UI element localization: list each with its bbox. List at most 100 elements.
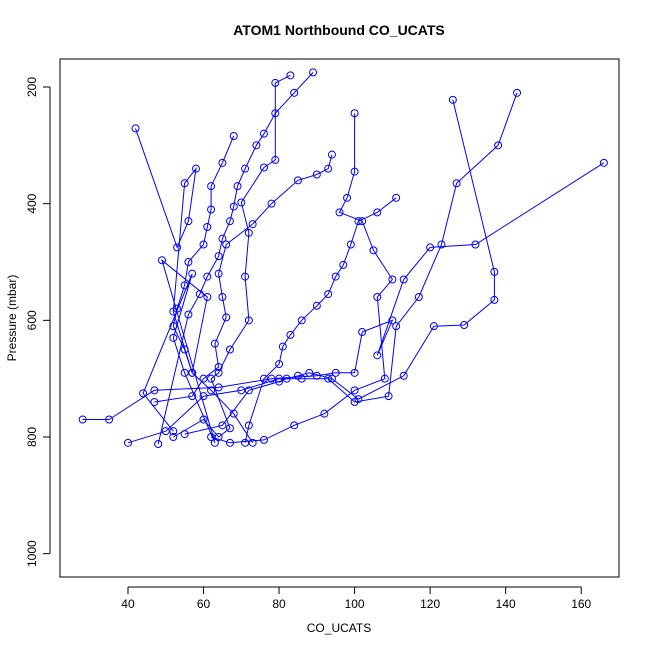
data-point	[324, 164, 333, 173]
data-point	[199, 392, 208, 401]
series-line	[127, 92, 518, 444]
data-point	[218, 293, 227, 301]
data-point	[460, 321, 469, 329]
data-point	[214, 368, 223, 377]
y-tick-label: 200	[25, 77, 39, 97]
data-point	[214, 363, 223, 371]
data-point	[161, 427, 170, 436]
data-point	[241, 272, 250, 281]
x-tick-label: 40	[121, 597, 135, 611]
data-point	[312, 170, 321, 179]
series-line	[154, 154, 333, 403]
data-point	[203, 223, 212, 231]
series-line	[135, 128, 216, 443]
data-point	[214, 433, 223, 441]
data-point	[452, 179, 461, 188]
x-tick-label: 160	[571, 597, 591, 611]
data-point	[290, 88, 299, 97]
data-point	[222, 313, 231, 322]
data-point	[309, 68, 318, 77]
data-point	[354, 395, 363, 404]
y-axis-label: Pressure (mbar)	[5, 275, 19, 362]
data-point	[169, 333, 178, 342]
profile-series	[180, 95, 499, 439]
data-point	[513, 88, 522, 97]
data-point	[388, 275, 397, 284]
data-point	[195, 290, 204, 299]
data-point	[286, 330, 295, 339]
profile-series	[207, 109, 397, 447]
data-point	[290, 421, 299, 430]
data-point	[399, 275, 408, 284]
data-point	[267, 374, 276, 383]
data-point	[199, 374, 208, 383]
y-tick-label: 600	[25, 310, 39, 330]
data-point	[380, 374, 389, 383]
data-point	[180, 281, 189, 290]
data-point	[225, 217, 234, 226]
profile-series	[169, 132, 257, 447]
y-tick-label: 800	[25, 427, 39, 447]
data-point	[214, 383, 223, 392]
data-point	[207, 182, 216, 191]
x-tick-label: 80	[272, 597, 286, 611]
data-point	[350, 167, 359, 176]
data-point	[327, 150, 336, 159]
y-tick-label: 400	[25, 193, 39, 213]
data-point	[218, 234, 227, 243]
data-point	[335, 208, 344, 217]
data-point	[271, 78, 280, 87]
data-point	[105, 415, 114, 424]
data-point	[210, 339, 219, 348]
x-axis-label: CO_UCATS	[307, 621, 371, 635]
x-tick-label: 140	[496, 597, 516, 611]
data-point	[244, 421, 253, 430]
data-point	[437, 240, 446, 249]
data-point	[207, 386, 216, 395]
data-point	[225, 424, 234, 433]
data-point	[350, 109, 359, 118]
data-point	[331, 368, 340, 377]
data-point	[271, 109, 280, 118]
data-point	[180, 179, 189, 188]
x-tick-label: 60	[197, 597, 211, 611]
data-point	[150, 398, 159, 406]
data-point	[293, 176, 302, 185]
profile-series	[154, 68, 318, 448]
data-point	[373, 208, 382, 217]
data-point	[210, 438, 219, 447]
data-point	[358, 328, 367, 336]
data-point	[271, 155, 280, 164]
data-point	[490, 295, 499, 304]
data-point	[369, 246, 378, 255]
data-point	[275, 360, 284, 369]
data-point	[327, 374, 336, 383]
data-point	[229, 409, 238, 418]
data-point	[188, 392, 197, 401]
data-point	[203, 272, 212, 281]
y-axis: 200 400 600 800 1000	[25, 77, 51, 567]
data-point	[282, 374, 291, 383]
data-point	[188, 269, 197, 278]
data-point	[218, 421, 227, 430]
data-point	[131, 124, 140, 133]
data-point	[312, 301, 321, 310]
data-point	[320, 409, 329, 418]
data-point	[275, 377, 284, 386]
data-point	[248, 438, 257, 447]
data-point	[286, 71, 295, 80]
data-point	[429, 322, 438, 331]
profile-series	[241, 193, 401, 447]
data-point	[191, 164, 200, 173]
x-axis: 40 60 80 100 120 140 160	[121, 586, 592, 611]
data-point	[490, 267, 499, 276]
data-point	[180, 368, 189, 377]
y-tick-label: 1000	[25, 540, 39, 567]
data-point	[199, 415, 208, 424]
data-point	[278, 342, 287, 351]
data-point	[241, 164, 250, 173]
data-point	[392, 322, 401, 331]
data-point	[229, 202, 238, 211]
data-point	[414, 293, 423, 301]
